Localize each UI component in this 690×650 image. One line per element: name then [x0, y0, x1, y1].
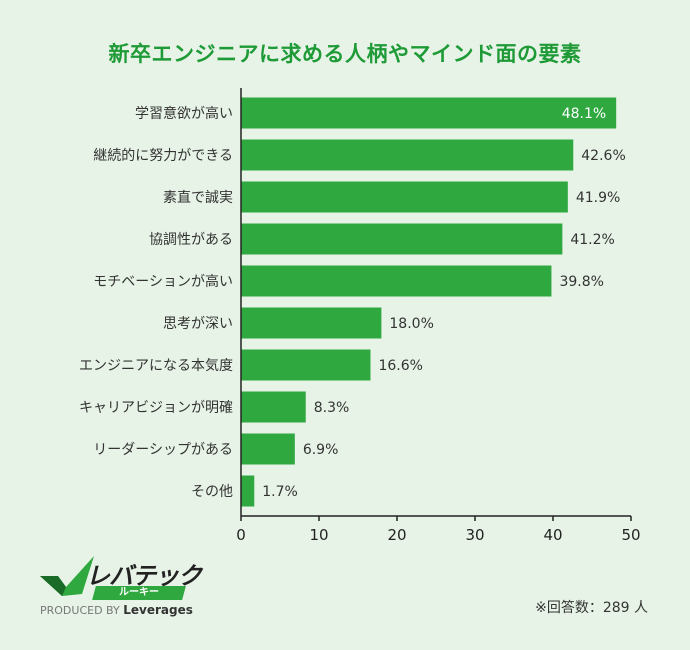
bar	[241, 475, 255, 507]
category-label: キャリアビジョンが明確	[79, 400, 233, 416]
data-label: 6.9%	[303, 442, 339, 458]
category-label: 素直で誠実	[163, 189, 233, 206]
logo-sub-banner: ルーキー	[92, 586, 186, 600]
respondent-count-note: ※回答数：289 人	[535, 600, 648, 616]
category-label: リーダーシップがある	[93, 442, 233, 458]
data-label: 41.2%	[570, 232, 614, 248]
category-label: 協調性がある	[149, 232, 233, 248]
bar-chart: 学習意欲が高い 48.1% 継続的に努力ができる 42.6% 素直で誠実 41.9% 協調性…	[79, 88, 641, 544]
data-label: 42.6%	[581, 148, 625, 164]
category-label: モチベーションが高い	[93, 273, 233, 290]
x-tick-label: 20	[387, 526, 406, 544]
bar	[241, 433, 295, 465]
x-tick-label: 10	[309, 526, 328, 544]
category-label: 学習意欲が高い	[135, 105, 233, 122]
bar	[241, 181, 568, 213]
data-label: 48.1%	[562, 106, 606, 122]
x-tick-label: 40	[543, 526, 562, 544]
category-label: その他	[191, 484, 233, 500]
bar	[241, 223, 563, 255]
produced-by-text: PRODUCED BY	[40, 604, 120, 617]
category-label: エンジニアになる本気度	[79, 358, 233, 374]
x-tick-label: 50	[621, 526, 640, 544]
x-tick-label: 0	[236, 526, 246, 544]
logo-text: レバテック	[86, 562, 202, 590]
produced-by-line: PRODUCED BY Leverages	[40, 603, 193, 617]
data-label: 39.8%	[559, 274, 603, 290]
category-label: 継続的に努力ができる	[93, 147, 233, 164]
bar	[241, 307, 382, 339]
bar	[241, 97, 617, 129]
bar	[241, 265, 552, 297]
data-label: 41.9%	[576, 190, 620, 206]
brand-name: Leverages	[123, 603, 193, 617]
chart-title: 新卒エンジニアに求める人柄やマインド面の要素	[108, 42, 582, 66]
bar	[241, 349, 371, 381]
bar	[241, 391, 306, 423]
data-label: 1.7%	[262, 484, 298, 500]
data-label: 8.3%	[314, 400, 350, 416]
data-label: 18.0%	[389, 316, 433, 332]
category-label: 思考が深い	[163, 316, 233, 332]
checkmark-logo-icon	[40, 556, 94, 596]
logo-sub-text: ルーキー	[119, 587, 159, 598]
x-tick-label: 30	[465, 526, 484, 544]
data-label: 16.6%	[378, 358, 422, 374]
levtech-rookie-logo: レバテック ルーキー PRODUCED BY Leverages	[38, 554, 208, 620]
bar	[241, 139, 574, 171]
